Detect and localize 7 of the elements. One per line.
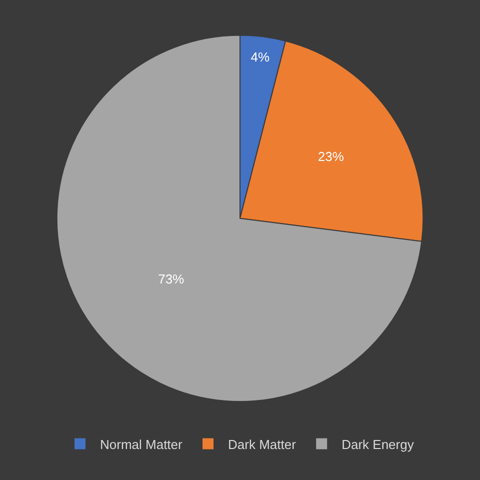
- data-label: 23%: [318, 148, 344, 164]
- pie-slice: [56, 34, 422, 402]
- data-label: 4%: [250, 49, 270, 64]
- data-label: 73%: [158, 271, 185, 286]
- legend-label: Normal Matter: [100, 436, 184, 452]
- legend-label: Dark Matter: [228, 436, 297, 452]
- legend-label: Dark Energy: [342, 436, 414, 452]
